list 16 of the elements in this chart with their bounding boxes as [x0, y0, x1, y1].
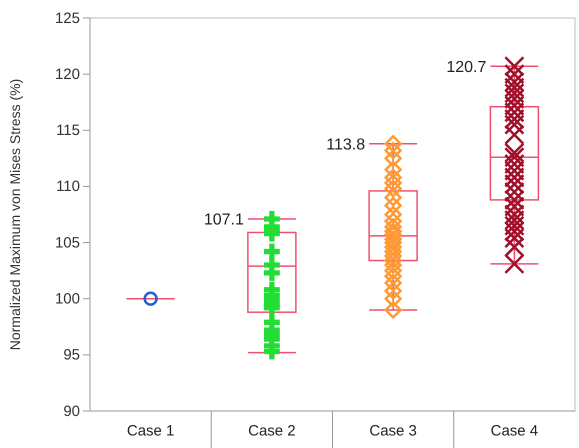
y-tick-label: 125: [54, 10, 80, 27]
annotation: 113.8: [326, 136, 366, 154]
annotation: 120.7: [446, 58, 486, 76]
y-tick-label: 105: [54, 234, 80, 252]
x-tick-label: Case 2: [248, 422, 296, 440]
annotation: 107.1: [204, 212, 244, 229]
y-tick-label: 115: [56, 122, 80, 140]
y-axis-title: Normalized Maximum von Mises Stress (%): [7, 78, 23, 350]
y-tick-label: 100: [54, 290, 80, 308]
y-tick-label: 90: [63, 402, 80, 420]
x-tick-label: Case 4: [490, 422, 538, 440]
y-tick-label: 120: [54, 66, 80, 83]
y-tick-label: 95: [63, 346, 80, 364]
x-tick-label: Case 3: [369, 422, 417, 440]
y-tick-label: 110: [56, 178, 80, 196]
x-tick-label: Case 1: [126, 422, 174, 440]
